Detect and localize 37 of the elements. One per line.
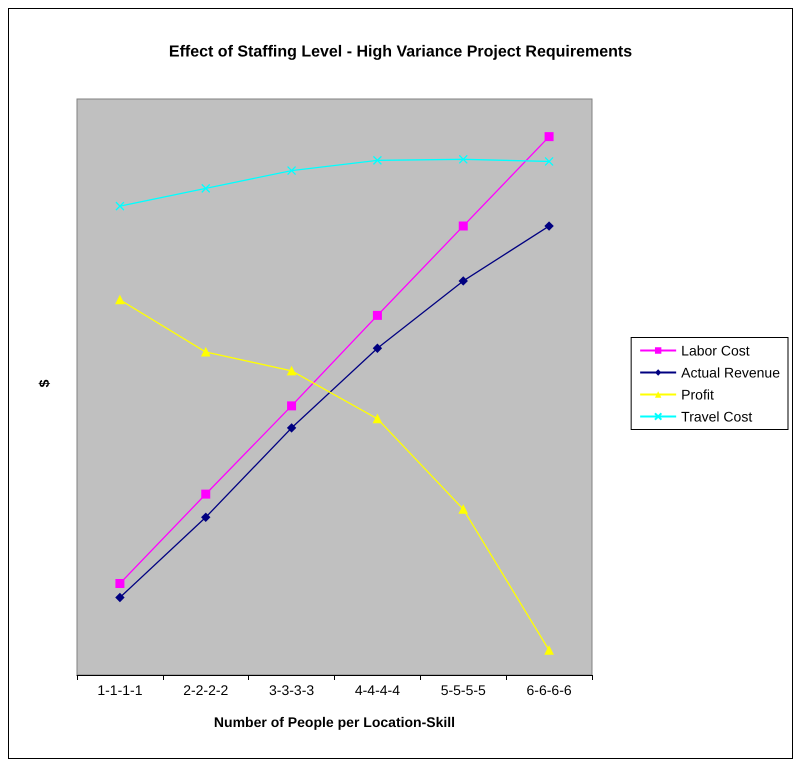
legend-label: Labor Cost (681, 342, 750, 358)
point (372, 310, 382, 320)
point (458, 222, 468, 231)
point (201, 512, 210, 522)
x-tick-label: 5-5-5-5 (440, 682, 486, 698)
point (372, 156, 382, 166)
point (544, 646, 554, 655)
point (201, 348, 210, 357)
point (458, 276, 468, 286)
point (286, 166, 296, 176)
point (201, 490, 210, 499)
x-tick-label: 4-4-4-4 (354, 682, 400, 698)
x-tick-label: 1-1-1-1 (97, 682, 143, 698)
point (201, 184, 210, 194)
point (544, 222, 554, 231)
point (287, 401, 296, 410)
chart-title: Effect of Staffing Level - High Variance Project Requirements (168, 44, 632, 60)
point (544, 132, 554, 142)
point (115, 578, 124, 588)
x-tick-label: 6-6-6-6 (526, 682, 572, 698)
point (458, 154, 468, 164)
point (115, 295, 124, 304)
point (115, 592, 124, 602)
point (287, 366, 296, 376)
point (287, 423, 296, 432)
legend-label: Profit (681, 386, 714, 402)
point (372, 414, 382, 424)
x-tick-label: 3-3-3-3 (269, 682, 314, 698)
point (372, 344, 382, 353)
y-axis-title: $ (36, 379, 52, 388)
point (458, 504, 468, 514)
point (115, 201, 125, 211)
x-tick-label: 2-2-2-2 (183, 682, 229, 698)
point (544, 156, 554, 166)
legend-label: Actual Revenue (681, 364, 780, 380)
x-axis-title: Number of People per Location-Skill (214, 714, 456, 730)
legend-label: Travel Cost (681, 408, 752, 424)
